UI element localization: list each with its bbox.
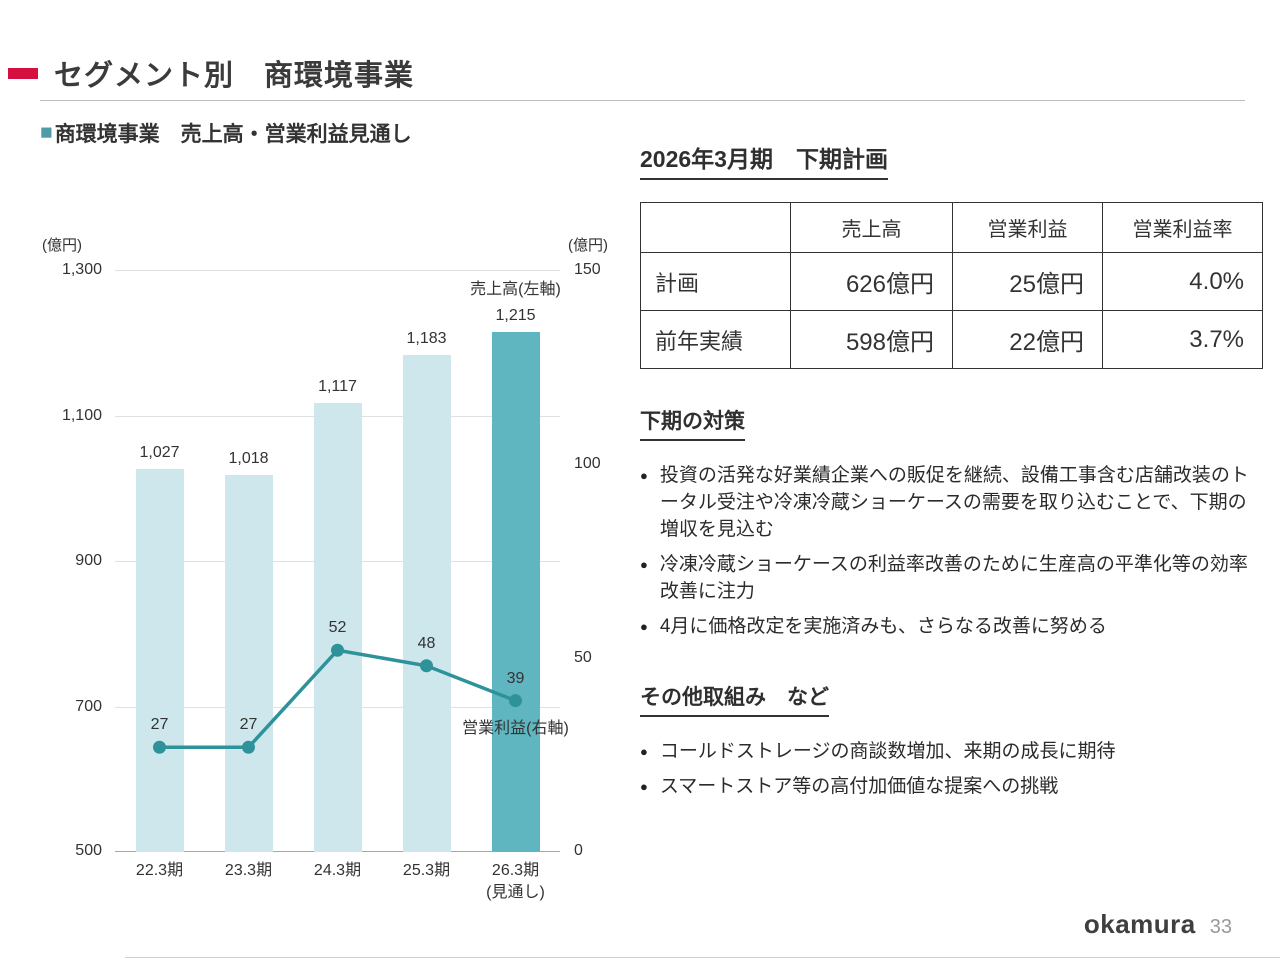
sales-bar [402,355,451,852]
table-row: 計画 626億円 25億円 4.0% [640,252,1263,311]
x-category-label: 22.3期 [135,862,184,879]
chart-section-heading: ■ 商環境事業 売上高・営業利益見通し [40,118,412,148]
table-row: 前年実績 598億円 22億円 3.7% [640,310,1263,369]
left-axis-tick: 500 [75,842,102,859]
bar-value-label: 1,117 [318,378,357,396]
bullet-icon: ● [640,778,648,794]
sales-bar [313,403,362,852]
right-axis-tick: 50 [574,649,592,666]
line-point-label: 27 [239,716,258,734]
measures-item-text: 投資の活発な好業績企業への販促を継続、設備工事含む店舗改装のトータル受注や冷凍冷… [659,465,1249,540]
x-category-label: 23.3期 [224,862,273,879]
profit-series-label: 営業利益(右軸) [462,719,569,737]
left-axis-tick: 1,100 [61,406,102,424]
measures-item-text: 4月に価格改定を実施済みも、さらなる改善に努める [659,615,1107,637]
bullet-icon: ● [640,618,648,634]
plan-table-value: 626億円 [790,252,953,311]
line-point [509,694,522,708]
bullet-icon: ● [640,556,648,572]
left-axis-unit: (億円) [42,237,82,254]
plan-table-value: 4.0% [1102,252,1263,311]
plan-heading: 2026年3月期 下期計画 [640,140,888,180]
plan-table-header: 営業利益率 [1102,202,1263,253]
sales-bar [491,331,540,852]
other-item-text: コールドストレージの商談数増加、来期の成長に期待 [659,740,1116,762]
title-divider [40,100,1245,101]
plan-table-row-label: 前年実績 [640,310,791,369]
measures-list: ● 投資の活発な好業績企業への販促を継続、設備工事含む店舗改装のトータル受注や冷凍… [640,463,1262,641]
chart-plot-area: 1,027 1,018 1,117 1,183 1,215 売上高(左軸) 27 27 52 48… [115,270,569,852]
plan-table: 売上高 営業利益 営業利益率 計画 626億円 25億円 4.0% 前年実績 598億円 22億円… [640,202,1263,369]
teal-square-icon: ■ [40,121,53,144]
sales-bar [224,475,273,852]
line-point-label: 39 [506,669,525,687]
right-axis-tick: 150 [574,261,601,278]
right-panel: 2026年3月期 下期計画 売上高 営業利益 営業利益率 計画 626億円 25億円 4.0… [640,140,1263,809]
measures-item: ● 4月に価格改定を実施済みも、さらなる改善に努める [640,614,1262,641]
page-number: 33 [1209,916,1232,938]
plan-table-value: 598億円 [790,310,953,369]
plan-table-header: 営業利益 [952,202,1103,253]
x-category-label: 24.3期 [313,862,362,879]
slide-header: セグメント別 商環境事業 [8,52,414,94]
bar-value-label: 1,018 [228,450,269,468]
other-item: ● スマートストア等の高付加価値な提案への挑戦 [640,774,1262,801]
plan-table-row-label: 計画 [640,252,791,311]
right-axis-unit: (億円) [568,237,608,254]
bar-value-label: 1,215 [495,306,536,324]
plan-table-value: 22億円 [952,310,1103,369]
plan-table-header: 売上高 [790,202,953,253]
measures-item: ● 冷凍冷蔵ショーケースの利益率改善のために生産高の平準化等の効率改善に注力 [640,552,1262,606]
bottom-divider [125,957,1280,958]
left-axis-tick: 700 [75,697,102,715]
slide-title: セグメント別 商環境事業 [54,60,415,92]
line-point [153,740,166,754]
bar-value-label: 1,183 [406,330,447,348]
grid-line [115,270,560,271]
profit-line-svg [153,643,522,754]
chart-section-title: 商環境事業 売上高・営業利益見通し [54,123,412,146]
plan-table-value: 3.7% [1102,310,1263,369]
bullet-icon: ● [640,743,648,759]
x-category-label: 26.3期 (見通し) [486,862,545,901]
right-axis-tick: 0 [574,842,583,859]
other-item-text: スマートストア等の高付加価値な提案への挑戦 [659,775,1059,797]
x-category-label: 25.3期 [402,862,451,879]
measures-heading: 下期の対策 [640,405,745,441]
line-point-label: 48 [417,634,436,652]
bullet-icon: ● [640,468,648,483]
plan-table-corner-cell [640,202,791,253]
line-point-label: 27 [150,716,169,734]
okamura-logo: okamura [1083,909,1196,939]
measures-item-text: 冷凍冷蔵ショーケースの利益率改善のために生産高の平準化等の効率改善に注力 [659,553,1248,602]
sales-profit-chart: (億円) (億円) 1,027 1,018 1,117 1,183 1,215 売上高(左… [40,232,650,932]
line-point-label: 52 [328,619,347,637]
line-point [420,659,433,673]
measures-item: ● 投資の活発な好業績企業への販促を継続、設備工事含む店舗改装のトータル受注や冷凍… [640,463,1262,544]
sales-bar [135,468,184,852]
line-point [242,740,255,754]
left-axis-tick: 900 [75,552,102,569]
line-point [331,643,344,657]
plan-table-value: 25億円 [952,252,1103,311]
footer: okamura 33 [1084,909,1232,940]
left-axis-tick: 1,300 [61,261,102,278]
other-list: ● コールドストレージの商談数増加、来期の成長に期待 ● スマートストア等の高付加価値… [640,739,1262,801]
sales-series-label: 売上高(左軸) [470,280,561,298]
other-item: ● コールドストレージの商談数増加、来期の成長に期待 [640,739,1262,766]
bar-value-label: 1,027 [139,443,180,461]
title-accent-dash-icon [8,67,38,79]
other-heading: その他取組み など [640,681,829,717]
right-axis-tick: 100 [574,455,601,472]
